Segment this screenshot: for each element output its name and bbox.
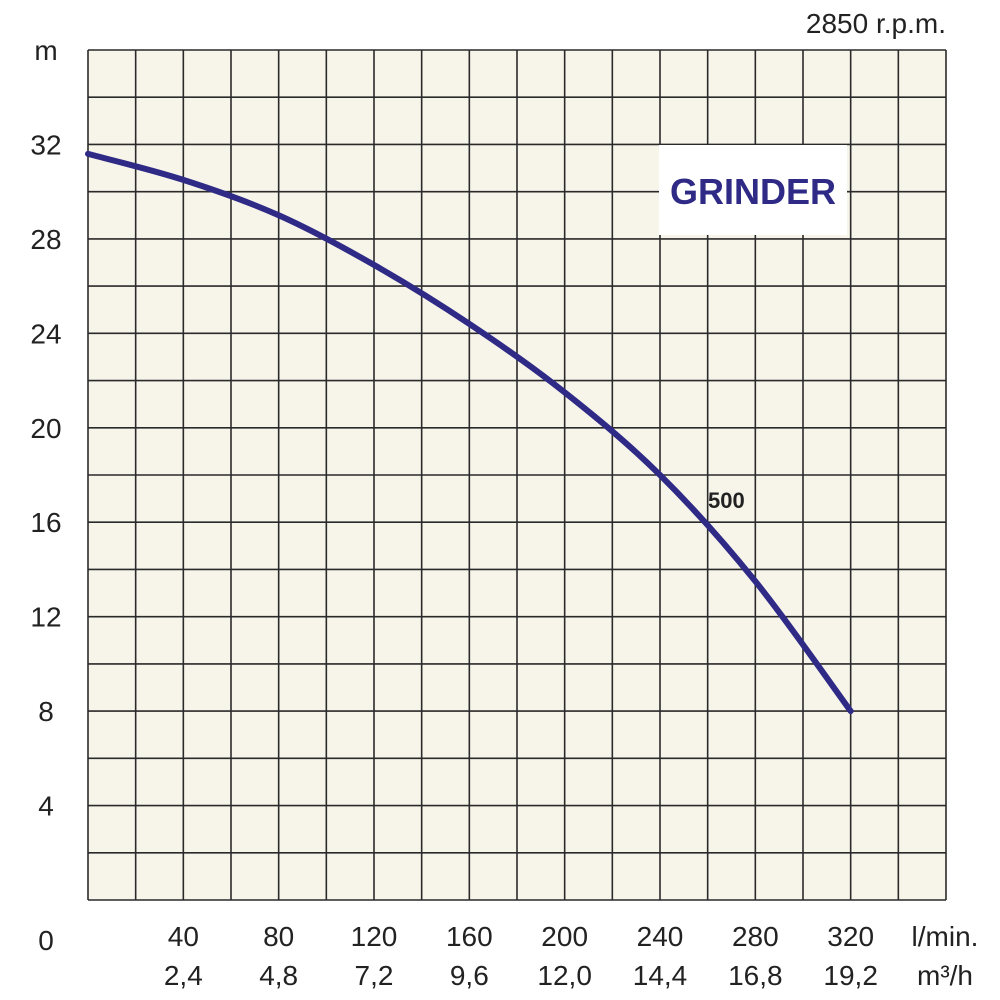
y-tick-label: 12: [30, 602, 61, 633]
y-tick-label: 16: [30, 507, 61, 538]
y-tick-label: 28: [30, 224, 61, 255]
y-tick-label: 20: [30, 413, 61, 444]
y-tick-label: 4: [38, 791, 54, 822]
series-label-500: 500: [708, 488, 745, 513]
x-axis-secondary-unit: m³/h: [917, 960, 973, 991]
x-tick-label: 240: [637, 921, 684, 952]
x-secondary-tick-label: 14,4: [633, 960, 688, 991]
x-tick-label: 80: [263, 921, 294, 952]
title-badge-background: [659, 145, 847, 235]
x-tick-label: 280: [732, 921, 779, 952]
x-tick-label: 200: [541, 921, 588, 952]
y-tick-label: 32: [30, 129, 61, 160]
chart-title: GRINDER: [670, 171, 836, 212]
x-tick-label: 40: [168, 921, 199, 952]
x-tick-label: 120: [351, 921, 398, 952]
rpm-label: 2850 r.p.m.: [806, 8, 946, 39]
x-secondary-tick-label: 9,6: [450, 960, 489, 991]
origin-label: 0: [38, 925, 54, 956]
chart-title-badge: GRINDER: [659, 145, 847, 235]
x-secondary-tick-label: 2,4: [164, 960, 203, 991]
y-tick-label: 24: [30, 318, 61, 349]
x-secondary-tick-label: 7,2: [355, 960, 394, 991]
x-axis-primary-unit: l/min.: [912, 921, 979, 952]
y-axis-unit: m: [34, 35, 57, 66]
series-500-line: [85, 150, 854, 715]
axis-labels: 4 8 12 16 20 24 28 32 40 2,4 80 4,8 120 7,2 160 9,6 200 1…: [30, 129, 877, 991]
x-tick-label: 320: [827, 921, 874, 952]
x-tick-label: 160: [446, 921, 493, 952]
x-secondary-tick-label: 19,2: [823, 960, 878, 991]
x-secondary-tick-label: 4,8: [259, 960, 298, 991]
x-secondary-tick-label: 12,0: [537, 960, 592, 991]
x-secondary-tick-label: 16,8: [728, 960, 783, 991]
y-tick-label: 8: [38, 696, 54, 727]
